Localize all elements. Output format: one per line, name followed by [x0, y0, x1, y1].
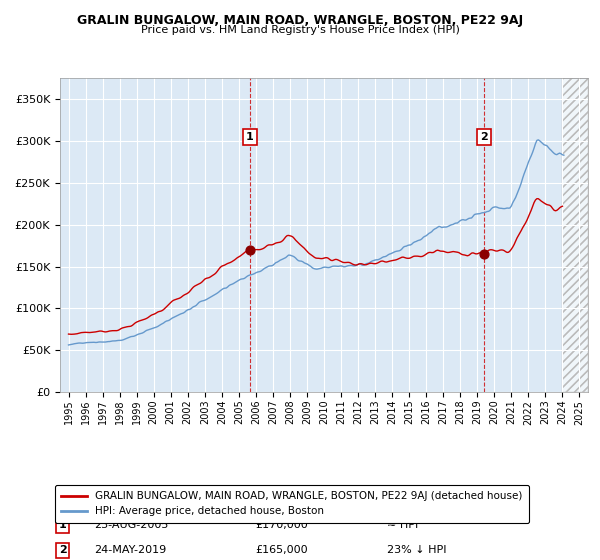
Text: 2: 2 — [59, 545, 67, 556]
Text: 1: 1 — [246, 132, 254, 142]
Text: 23% ↓ HPI: 23% ↓ HPI — [388, 545, 447, 556]
Bar — [562, 78, 588, 392]
Text: GRALIN BUNGALOW, MAIN ROAD, WRANGLE, BOSTON, PE22 9AJ: GRALIN BUNGALOW, MAIN ROAD, WRANGLE, BOS… — [77, 14, 523, 27]
Point — [245, 245, 255, 254]
Bar — [562, 78, 588, 392]
Legend: GRALIN BUNGALOW, MAIN ROAD, WRANGLE, BOSTON, PE22 9AJ (detached house), HPI: Ave: GRALIN BUNGALOW, MAIN ROAD, WRANGLE, BOS… — [55, 485, 529, 522]
Point — [479, 250, 489, 259]
Text: Price paid vs. HM Land Registry's House Price Index (HPI): Price paid vs. HM Land Registry's House … — [140, 25, 460, 35]
Text: ≈ HPI: ≈ HPI — [388, 520, 419, 530]
Text: 1: 1 — [59, 520, 67, 530]
Text: 24-MAY-2019: 24-MAY-2019 — [94, 545, 167, 556]
Text: £170,000: £170,000 — [256, 520, 308, 530]
Text: 2: 2 — [480, 132, 488, 142]
Text: £165,000: £165,000 — [256, 545, 308, 556]
Text: 23-AUG-2005: 23-AUG-2005 — [94, 520, 169, 530]
